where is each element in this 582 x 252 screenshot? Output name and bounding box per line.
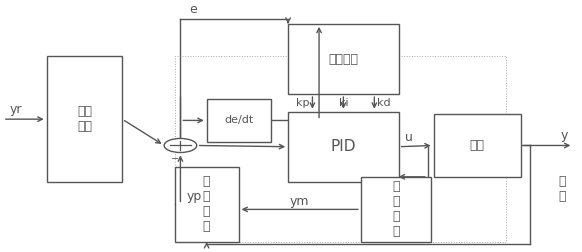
Text: 模糊控制: 模糊控制 <box>328 52 359 66</box>
Text: −: − <box>172 154 180 164</box>
FancyBboxPatch shape <box>434 114 521 177</box>
Text: yp: yp <box>186 190 201 203</box>
Text: kd: kd <box>377 98 391 108</box>
Text: e: e <box>189 3 197 16</box>
FancyBboxPatch shape <box>47 56 122 182</box>
FancyBboxPatch shape <box>207 99 271 142</box>
Text: 反
馈
校
正: 反 馈 校 正 <box>203 175 210 233</box>
Text: 对象: 对象 <box>470 139 485 152</box>
FancyBboxPatch shape <box>361 177 431 242</box>
Text: yr: yr <box>10 103 22 116</box>
Text: 预
测
模
型: 预 测 模 型 <box>392 180 399 238</box>
Text: de/dt: de/dt <box>224 115 253 125</box>
Text: kp: kp <box>296 98 310 108</box>
FancyBboxPatch shape <box>288 112 399 182</box>
FancyBboxPatch shape <box>175 167 239 242</box>
Text: ki: ki <box>339 98 348 108</box>
Text: PID: PID <box>331 139 356 154</box>
FancyBboxPatch shape <box>288 24 399 94</box>
Text: y: y <box>561 129 568 142</box>
Circle shape <box>164 138 197 152</box>
Text: u: u <box>405 132 413 144</box>
Text: ym: ym <box>290 195 310 208</box>
Text: 压
力: 压 力 <box>558 175 565 203</box>
Text: 理想
压力: 理想 压力 <box>77 105 92 133</box>
